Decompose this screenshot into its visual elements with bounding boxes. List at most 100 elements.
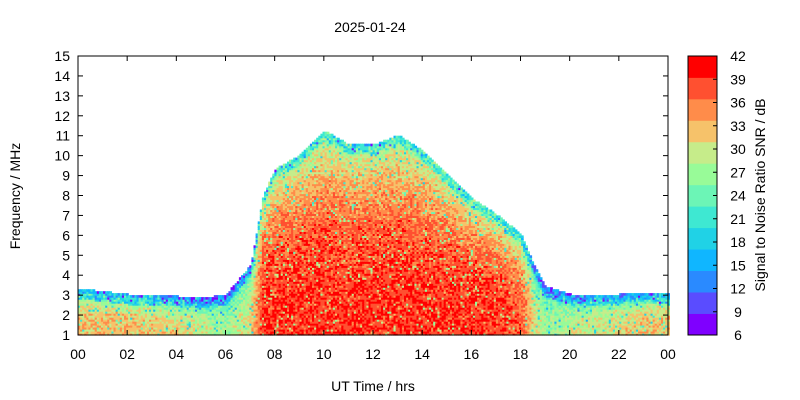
heatmap-cell <box>303 159 307 163</box>
heatmap-cell <box>205 301 209 304</box>
heatmap-cell <box>261 291 265 294</box>
heatmap-cell <box>293 215 296 218</box>
heatmap-cell <box>268 321 271 324</box>
heatmap-cell <box>209 299 213 302</box>
heatmap-cell <box>282 243 286 246</box>
heatmap-cell <box>178 301 181 304</box>
heatmap-cell <box>318 149 321 153</box>
heatmap-cell <box>301 209 305 213</box>
heatmap-cell <box>197 307 200 310</box>
heatmap-cell <box>309 327 313 330</box>
heatmap-cell <box>251 283 255 286</box>
heatmap-cell <box>301 291 305 294</box>
heatmap-cell <box>264 323 267 326</box>
heatmap-cell <box>284 197 288 201</box>
heatmap-cell <box>140 323 144 326</box>
heatmap-cell <box>272 307 275 310</box>
heatmap-cell <box>199 303 202 306</box>
heatmap-cell <box>309 281 313 284</box>
heatmap-cell <box>270 259 273 262</box>
heatmap-cell <box>320 331 324 334</box>
heatmap-cell <box>268 259 271 262</box>
heatmap-cell <box>201 329 204 332</box>
heatmap-cell <box>299 269 303 272</box>
heatmap-cell <box>251 281 255 284</box>
heatmap-cell <box>280 257 284 260</box>
heatmap-cell <box>278 263 282 266</box>
heatmap-cell <box>303 183 307 187</box>
heatmap-cell <box>107 311 110 314</box>
heatmap-cell <box>291 315 294 318</box>
heatmap-cell <box>157 301 161 304</box>
heatmap-cell <box>295 301 298 304</box>
heatmap-cell <box>176 321 179 324</box>
heatmap-cell <box>280 269 284 272</box>
heatmap-cell <box>314 241 317 244</box>
heatmap-cell <box>165 321 169 324</box>
heatmap-cell <box>280 187 284 191</box>
heatmap-cell <box>113 331 117 334</box>
heatmap-cell <box>111 315 115 318</box>
heatmap-cell <box>287 205 290 209</box>
heatmap-cell <box>218 297 221 300</box>
heatmap-cell <box>303 175 307 179</box>
heatmap-cell <box>299 195 303 199</box>
heatmap-cell <box>266 321 269 324</box>
heatmap-cell <box>280 273 284 276</box>
heatmap-cell <box>287 317 290 320</box>
heatmap-cell <box>119 315 123 318</box>
heatmap-cell <box>264 321 267 324</box>
heatmap-cell <box>314 179 317 183</box>
heatmap-cell <box>94 333 98 336</box>
heatmap-cell <box>134 321 138 324</box>
heatmap-cell <box>226 331 230 334</box>
heatmap-cell <box>314 331 317 334</box>
heatmap-cell <box>84 299 87 302</box>
heatmap-cell <box>98 315 102 318</box>
heatmap-cell <box>276 183 280 187</box>
heatmap-cell <box>268 317 271 320</box>
heatmap-cell <box>297 277 301 280</box>
heatmap-cell <box>276 171 280 175</box>
heatmap-cell <box>328 323 332 326</box>
heatmap-cell <box>318 199 321 203</box>
heatmap-cell <box>291 239 294 242</box>
heatmap-cell <box>282 275 286 278</box>
heatmap-cell <box>159 333 163 336</box>
heatmap-cell <box>320 183 324 187</box>
heatmap-cell <box>287 161 290 165</box>
heatmap-cell <box>205 315 209 318</box>
heatmap-cell <box>201 301 204 304</box>
heatmap-cell <box>90 313 94 316</box>
heatmap-cell <box>234 301 238 304</box>
heatmap-cell <box>324 319 328 322</box>
heatmap-cell <box>270 227 273 230</box>
heatmap-cell <box>119 317 123 320</box>
heatmap-cell <box>326 263 330 266</box>
heatmap-cell <box>314 281 317 284</box>
heatmap-cell <box>142 319 146 322</box>
heatmap-cell <box>280 297 284 300</box>
heatmap-cell <box>138 307 142 310</box>
heatmap-cell <box>182 305 186 308</box>
heatmap-cell <box>320 185 324 189</box>
heatmap-cell <box>318 247 321 250</box>
heatmap-cell <box>324 137 328 141</box>
heatmap-cell <box>155 313 158 316</box>
heatmap-cell <box>322 299 326 302</box>
heatmap-cell <box>326 225 330 228</box>
heatmap-cell <box>276 207 280 211</box>
heatmap-cell <box>134 309 138 312</box>
heatmap-cell <box>316 217 319 220</box>
heatmap-cell <box>274 283 278 286</box>
heatmap-cell <box>295 175 298 179</box>
heatmap-cell <box>293 283 296 286</box>
heatmap-cell <box>293 261 296 264</box>
heatmap-cell <box>121 299 125 302</box>
heatmap-cell <box>320 173 324 177</box>
heatmap-cell <box>270 235 273 238</box>
heatmap-cell <box>264 259 267 262</box>
heatmap-cell <box>280 261 284 264</box>
heatmap-cell <box>257 311 261 314</box>
heatmap-cell <box>278 247 282 250</box>
